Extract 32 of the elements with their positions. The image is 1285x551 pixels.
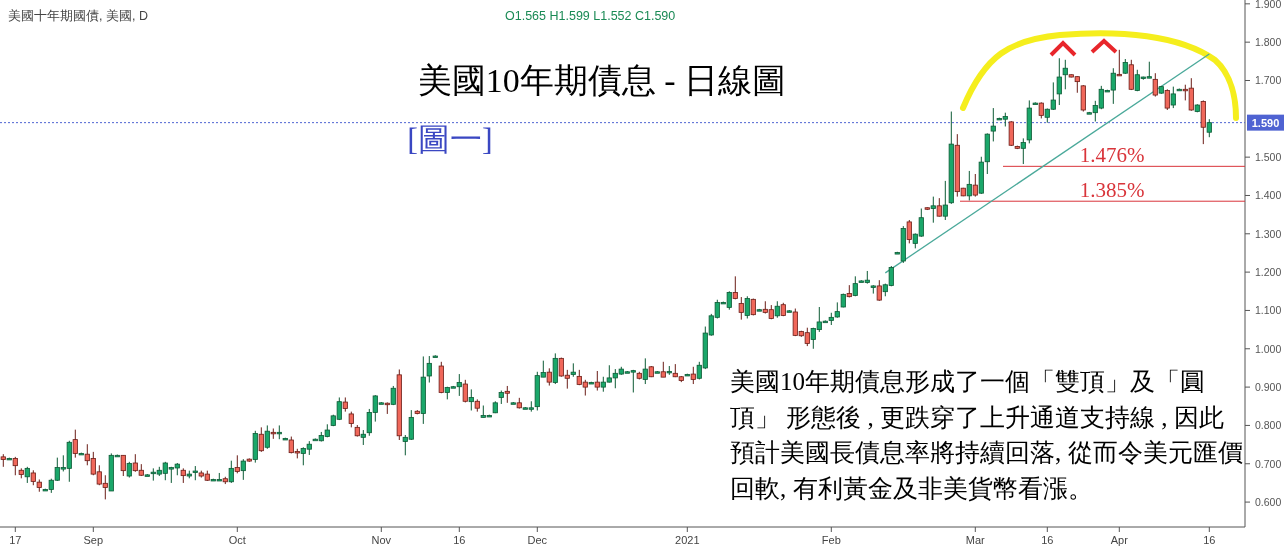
y-tick-label: 1.900 bbox=[1255, 0, 1282, 10]
text: 美國10年期債息 - 日線圖 bbox=[417, 62, 787, 99]
x-tick-label: Nov bbox=[371, 534, 392, 546]
y-tick-label: 1.500 bbox=[1255, 151, 1282, 164]
y-tick-label: 1.000 bbox=[1255, 342, 1282, 355]
y-tick-label: 0.700 bbox=[1255, 457, 1282, 470]
x-tick-label: Feb bbox=[821, 534, 841, 546]
y-tick-label: 1.100 bbox=[1255, 304, 1282, 317]
ref-line-label: 1.590 bbox=[1251, 116, 1280, 129]
y-tick-label: 1.300 bbox=[1255, 227, 1282, 240]
y-tick-label: 1.700 bbox=[1255, 74, 1282, 87]
x-tick-label: 17 bbox=[9, 534, 22, 546]
y-tick-label: 1.400 bbox=[1255, 189, 1282, 202]
x-tick-label: Dec bbox=[527, 534, 548, 546]
annotation: O1.565 H1.599 L1.552 C1.590 bbox=[505, 9, 676, 23]
y-tick-label: 1.200 bbox=[1255, 266, 1282, 279]
ref-line-label: 1.385% bbox=[1079, 178, 1145, 203]
y-tick-label: 1.800 bbox=[1255, 36, 1282, 49]
x-tick-label: 2021 bbox=[675, 534, 700, 546]
x-tick-label: Mar bbox=[965, 534, 986, 546]
x-tick-label: 16 bbox=[453, 534, 466, 546]
y-tick-label: 0.600 bbox=[1255, 496, 1282, 509]
annotation: 美國10年期債息形成了一個「雙頂」及「圓頂」 形態後 , 更跌穿了上升通道支持線 , 因此預計美國長債息率將持續回落, 從而令美元匯價回軟, 有利黃金及非美貨幣看漲。 bbox=[730, 367, 1244, 504]
y-tick-label: 0.800 bbox=[1255, 419, 1282, 432]
text: 美國十年期國債, 美國, D bbox=[8, 8, 148, 23]
ref-line-label: 1.476% bbox=[1079, 143, 1145, 168]
x-tick-label: Sep bbox=[83, 534, 104, 546]
x-tick-label: Oct bbox=[228, 534, 246, 546]
y-tick-label: 0.900 bbox=[1255, 381, 1282, 394]
x-tick-label: 16 bbox=[1203, 534, 1216, 546]
x-tick-label: Apr bbox=[1110, 534, 1129, 546]
x-tick-label: 16 bbox=[1041, 534, 1054, 546]
